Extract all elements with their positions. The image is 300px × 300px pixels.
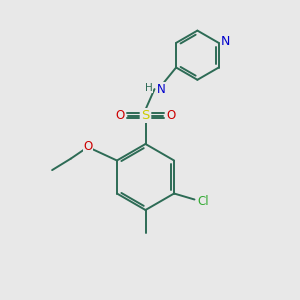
- Text: N: N: [157, 82, 166, 96]
- Text: Cl: Cl: [198, 195, 209, 208]
- Text: O: O: [167, 109, 176, 122]
- Text: H: H: [145, 82, 152, 93]
- Text: N: N: [220, 35, 230, 48]
- Text: S: S: [141, 109, 150, 122]
- Text: O: O: [83, 140, 92, 153]
- Text: O: O: [116, 109, 124, 122]
